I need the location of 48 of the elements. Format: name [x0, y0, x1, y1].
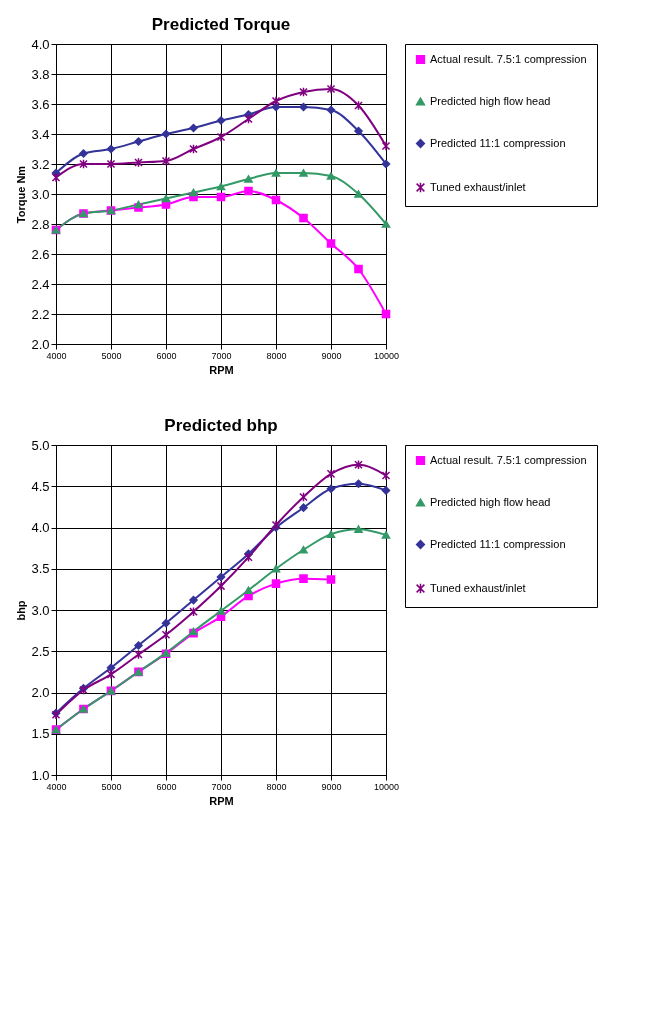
legend-label: Tuned exhaust/inlet: [430, 581, 526, 594]
x-tick-label: 6000: [156, 350, 177, 361]
x-tick-label: 4000: [46, 781, 67, 792]
y-tick-label: 2.0: [31, 685, 50, 700]
x-tick-label: 8000: [266, 781, 287, 792]
y-axis-title: Torque Nm: [15, 165, 28, 224]
x-axis-title: RPM: [209, 363, 234, 376]
y-tick-label: 3.0: [31, 602, 50, 618]
x-tick-label: 8000: [266, 350, 287, 361]
y-tick-label: 2.2: [31, 306, 50, 322]
x-axis-title: RPM: [209, 794, 234, 807]
x-tick-label: 9000: [321, 350, 342, 361]
y-tick-label: 1.0: [31, 767, 50, 783]
legend-label: Actual result. 7.5:1 compression: [430, 52, 587, 65]
y-tick-label: 2.6: [31, 246, 50, 262]
y-tick-label: 3.0: [31, 186, 50, 202]
legend-label: Predicted 11:1 compression: [430, 537, 566, 550]
y-tick-label: 3.5: [31, 561, 50, 577]
x-tick-label: 7000: [211, 350, 232, 361]
legend-label: Predicted 11:1 compression: [430, 136, 566, 149]
legend-label: Predicted high flow head: [430, 495, 551, 508]
y-tick-label: 2.5: [31, 643, 50, 659]
y-tick-label: 2.4: [31, 276, 50, 292]
y-tick-label: 3.4: [31, 126, 50, 142]
y-tick-label: 4.5: [31, 478, 50, 494]
x-tick-label: 4000: [46, 350, 67, 361]
y-tick-label: 5.0: [31, 437, 50, 453]
x-tick-label: 5000: [101, 350, 122, 361]
x-tick-label: 9000: [321, 781, 342, 792]
x-tick-label: 10000: [373, 350, 400, 361]
y-tick-label: 2.8: [31, 216, 50, 232]
legend-label: Actual result. 7.5:1 compression: [430, 453, 587, 466]
y-tick-label: 1.5: [31, 726, 50, 742]
y-axis-title: bhp: [15, 600, 28, 621]
y-tick-label: 2.0: [31, 336, 50, 352]
y-tick-label: 4.0: [31, 520, 50, 535]
y-tick-label: 4.0: [31, 36, 50, 52]
y-tick-label: 3.8: [31, 66, 50, 82]
chart-title: Predicted Torque: [151, 15, 291, 34]
x-tick-label: 7000: [211, 781, 232, 792]
x-tick-label: 6000: [156, 781, 177, 792]
x-tick-label: 5000: [101, 781, 122, 792]
legend-label: Tuned exhaust/inlet: [430, 180, 526, 193]
legend-label: Predicted high flow head: [430, 94, 551, 107]
chart-title: Predicted bhp: [164, 416, 278, 435]
y-tick-label: 3.2: [31, 156, 50, 172]
y-tick-label: 3.6: [31, 96, 50, 112]
x-tick-label: 10000: [373, 781, 400, 792]
